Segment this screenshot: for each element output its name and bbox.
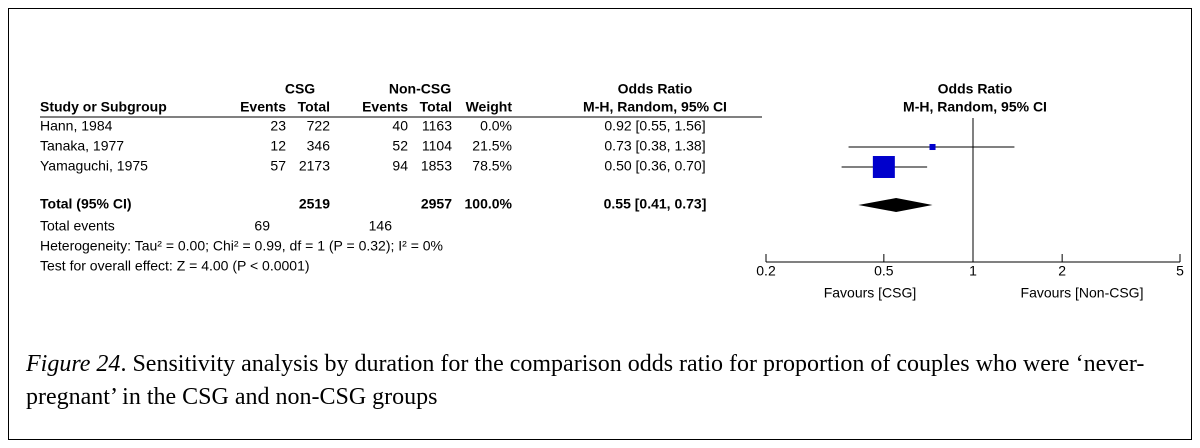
column-header: Study or Subgroup [40, 99, 167, 115]
or-subheader: M-H, Random, 95% CI [583, 99, 727, 115]
total-diamond [858, 198, 933, 212]
cell: 57 [270, 158, 286, 174]
cell: 346 [307, 138, 331, 154]
events-cell: 69 [254, 218, 270, 234]
plot-subtitle: M-H, Random, 95% CI [903, 99, 1047, 115]
overall-effect: Test for overall effect: Z = 4.00 (P < 0… [40, 258, 310, 274]
figure-frame [8, 8, 1192, 440]
plot-title: Odds Ratio [938, 81, 1013, 97]
column-header: Weight [466, 99, 513, 115]
caption-text: . Sensitivity analysis by duration for t… [26, 351, 1145, 410]
cell: 0.50 [0.36, 0.70] [604, 158, 705, 174]
x-tick-label: 2 [1058, 263, 1066, 279]
x-tick-label: 0.2 [756, 263, 776, 279]
cell: 94 [392, 158, 408, 174]
point-estimate [872, 156, 895, 178]
column-header: Total [420, 99, 452, 115]
cell: 0.92 [0.55, 1.56] [604, 118, 705, 134]
column-header: Events [362, 99, 408, 115]
cell: 1163 [422, 118, 452, 134]
events-cell: 146 [369, 218, 393, 234]
cell: 0.73 [0.38, 1.38] [604, 138, 705, 154]
forest-plot: CSG Non-CSG Odds Ratio M-H, Random, 95% CI S… [40, 81, 1184, 301]
events-label: Total events [40, 218, 115, 234]
cell: Hann, 1984 [40, 118, 113, 134]
caption-label: Figure 24 [26, 351, 121, 377]
cell: 21.5% [472, 138, 512, 154]
column-header: Total [298, 99, 330, 115]
favours-left: Favours [CSG] [824, 285, 917, 301]
cell: 40 [392, 118, 408, 134]
cell: 1853 [421, 158, 452, 174]
or-header: Odds Ratio [618, 81, 693, 97]
point-estimate [929, 143, 936, 151]
caption: Figure 24. Sensitivity analysis by durat… [26, 348, 1176, 414]
favours-right: Favours [Non-CSG] [1021, 285, 1144, 301]
total-cell: 100.0% [465, 196, 513, 212]
cell: 12 [270, 138, 286, 154]
cell: 2173 [299, 158, 330, 174]
total-cell: 2519 [299, 196, 330, 212]
x-tick-label: 1 [969, 263, 977, 279]
total-cell: 0.55 [0.41, 0.73] [604, 196, 707, 212]
cell: 1104 [422, 138, 452, 154]
group-header: CSG [285, 81, 315, 97]
column-header: Events [240, 99, 286, 115]
cell: 722 [307, 118, 331, 134]
cell: 0.0% [480, 118, 512, 134]
total-cell: 2957 [421, 196, 452, 212]
cell: Tanaka, 1977 [40, 138, 124, 154]
x-tick-label: 0.5 [874, 263, 894, 279]
x-tick-label: 5 [1176, 263, 1184, 279]
heterogeneity: Heterogeneity: Tau² = 0.00; Chi² = 0.99,… [40, 238, 443, 254]
total-label: Total (95% CI) [40, 196, 132, 212]
cell: 78.5% [472, 158, 512, 174]
cell: 52 [392, 138, 408, 154]
cell: Yamaguchi, 1975 [40, 158, 148, 174]
cell: 23 [270, 118, 286, 134]
group-header: Non-CSG [389, 81, 451, 97]
